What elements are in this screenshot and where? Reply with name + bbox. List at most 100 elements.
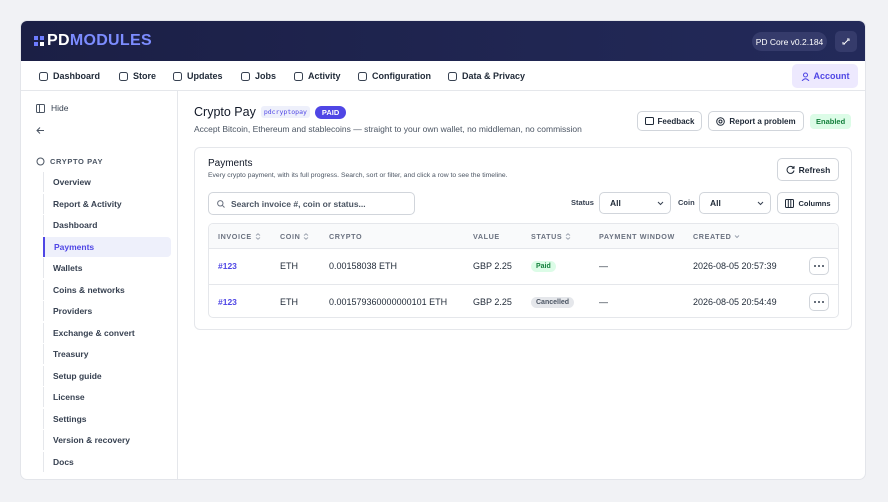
logo-icon — [34, 36, 44, 46]
nav-item[interactable]: Updates — [173, 61, 223, 91]
sidebar-item[interactable]: Dashboard — [43, 215, 171, 235]
cell-text: GBP 2.25 — [473, 297, 512, 307]
sidebar-item[interactable]: Exchange & convert — [43, 322, 171, 343]
nav-label: Activity — [308, 71, 341, 81]
coin-label: Coin — [678, 198, 695, 207]
sort-icon — [565, 233, 571, 240]
column-label: COIN — [280, 232, 301, 241]
feedback-button[interactable]: Feedback — [637, 111, 702, 131]
icon — [241, 71, 250, 81]
filters: Status All Coin All Columns — [571, 192, 839, 214]
table-cell: 2026-08-05 20:54:49 — [693, 285, 777, 317]
sidebar-item[interactable]: Overview — [43, 172, 171, 192]
section-title: CRYPTO PAY — [36, 157, 103, 166]
column-label: PAYMENT WINDOW — [599, 232, 675, 241]
table-cell: GBP 2.25 — [473, 285, 512, 317]
nav-label: Updates — [187, 71, 223, 81]
column-label: INVOICE — [218, 232, 252, 241]
table-cell: #123 — [218, 285, 237, 317]
column-header[interactable]: CRYPTO — [329, 224, 362, 249]
sidebar-item[interactable]: Coins & networks — [43, 279, 171, 300]
page-heading: Crypto Pay pdcryptopay PAID — [194, 105, 347, 119]
cell-text: 0.00158038 ETH — [329, 261, 398, 271]
table-cell: — — [599, 249, 608, 283]
section-label: CRYPTO PAY — [50, 157, 104, 166]
coin-select[interactable]: All — [699, 192, 771, 214]
row-actions-button[interactable] — [809, 257, 829, 275]
nav-bar: Account Dashboard Store Updates Jobs Activit… — [21, 61, 865, 91]
search-input[interactable]: Search invoice #, coin or status... — [208, 192, 415, 215]
sidebar-item[interactable]: Report & Activity — [43, 193, 171, 214]
refresh-button[interactable]: Refresh — [777, 158, 839, 181]
columns-button[interactable]: Columns — [777, 192, 839, 214]
column-label: CRYPTO — [329, 232, 363, 241]
nav-label: Dashboard — [53, 71, 101, 81]
report-button[interactable]: Report a problem — [708, 111, 804, 131]
logo: PDMODULES — [47, 32, 152, 50]
sidebar-item[interactable]: Providers — [43, 301, 171, 321]
table-cell: — — [599, 285, 608, 317]
status-select[interactable]: All — [599, 192, 671, 214]
sort-icon — [304, 233, 309, 240]
table-cell: ETH — [280, 285, 298, 317]
column-label: STATUS — [531, 232, 563, 241]
icon — [294, 71, 303, 81]
paid-badge: PAID — [314, 105, 347, 119]
payments-table: INVOICE COIN CRYPTO VALUE STATUS PAYMENT WIND… — [208, 223, 839, 318]
table-cell: Paid — [531, 249, 556, 283]
sidebar-item[interactable]: Version & recovery — [43, 430, 171, 450]
sidebar-item[interactable]: Settings — [43, 408, 171, 429]
column-header[interactable]: COIN — [280, 224, 309, 249]
status-pill: Paid — [531, 260, 556, 272]
nav-label: Jobs — [255, 71, 277, 81]
sidebar-item[interactable]: Treasury — [43, 344, 171, 364]
column-header[interactable]: CREATED — [693, 224, 740, 249]
coin-value: All — [710, 198, 721, 208]
column-header[interactable]: STATUS — [531, 224, 571, 249]
report-label: Report a problem — [729, 116, 796, 126]
enabled-badge: Enabled — [810, 114, 852, 129]
cell-text: ETH — [280, 261, 298, 271]
columns-label: Columns — [798, 198, 831, 208]
cell-text: — — [599, 261, 608, 271]
sort-icon — [735, 235, 740, 239]
sidebar-item[interactable]: License — [43, 387, 171, 407]
table-row[interactable]: #123 ETH 0.001579360000000101 ETH GBP 2.25 C… — [209, 284, 838, 317]
feedback-label: Feedback — [657, 116, 695, 126]
fullscreen-button[interactable] — [835, 31, 857, 52]
page-title: Crypto Pay — [194, 105, 256, 119]
payments-card: Payments Every crypto payment, with its … — [194, 147, 852, 330]
card-description: Every crypto payment, with its full prog… — [208, 172, 508, 179]
nav-item[interactable]: Data & Privacy — [448, 61, 525, 91]
nav-item[interactable]: Store — [119, 61, 156, 91]
nav-item[interactable]: Dashboard — [39, 61, 100, 91]
table-row[interactable]: #123 ETH 0.00158038 ETH GBP 2.25 Paid — 2026-0… — [209, 249, 838, 284]
column-header: PAYMENT WINDOW — [599, 224, 675, 249]
sidebar-item[interactable]: Wallets — [43, 258, 171, 278]
column-header[interactable]: INVOICE — [218, 224, 261, 249]
main-content: Crypto Pay pdcryptopay PAID Accept Bitco… — [178, 91, 865, 479]
nav-item[interactable]: Configuration — [358, 61, 431, 91]
logo-prefix: PD — [47, 32, 70, 49]
table-cell: 0.00158038 ETH — [329, 249, 397, 283]
cell-text: 0.001579360000000101 ETH — [329, 297, 448, 307]
hide-button[interactable]: Hide — [36, 103, 68, 113]
table-header: INVOICE COIN CRYPTO VALUE STATUS PAYMENT WIND… — [209, 224, 838, 249]
row-actions-button[interactable] — [809, 293, 829, 311]
table-cell: #123 — [218, 249, 237, 283]
table-cell: 0.001579360000000101 ETH — [329, 285, 448, 317]
icon — [39, 71, 48, 81]
sidebar-item[interactable]: Payments — [43, 236, 171, 257]
invoice-link[interactable]: #123 — [218, 297, 237, 307]
status-value: All — [610, 198, 621, 208]
account-button[interactable]: Account — [792, 64, 858, 88]
back-arrow[interactable] — [36, 126, 45, 135]
column-header[interactable]: VALUE — [473, 224, 500, 249]
sidebar-item[interactable]: Setup guide — [43, 365, 171, 386]
sidebar-item[interactable]: Docs — [43, 451, 171, 472]
nav-item[interactable]: Activity — [294, 61, 341, 91]
nav-item[interactable]: Jobs — [241, 61, 276, 91]
invoice-link[interactable]: #123 — [218, 261, 237, 271]
slug-badge: pdcryptopay — [260, 106, 310, 118]
